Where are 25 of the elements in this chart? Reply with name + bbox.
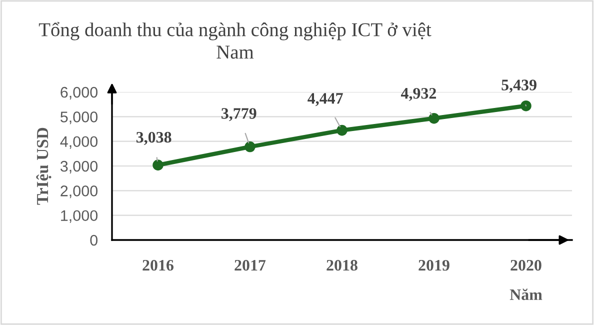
data-label: 4,932	[400, 88, 436, 102]
y-tick-label: 1,000	[61, 210, 98, 223]
data-label: 3,779	[222, 108, 256, 122]
x-axis-title: Năm	[510, 288, 542, 300]
point	[520, 100, 532, 112]
data-label: 5,439	[502, 80, 536, 93]
data-label: 4,447	[308, 93, 343, 106]
chart-title: Tổng doanh thu của ngành công nghiệp ICT ở việt Nam	[38, 22, 432, 59]
y-tick-label: 3,000	[60, 160, 98, 174]
data-label: 3,038	[136, 132, 172, 145]
y-tick-label: 0	[90, 234, 98, 246]
x-tick-label: 2016	[142, 260, 174, 271]
x-tick-label: 2017	[234, 260, 266, 271]
x-tick-label: 2020	[510, 260, 542, 271]
point	[336, 124, 348, 136]
y-tick-label: 4,000	[60, 136, 98, 149]
y-tick-label: 6,000	[60, 86, 98, 100]
y-axis-title: TrIệu USD	[36, 128, 52, 205]
y-tick-label: 2,000	[60, 186, 98, 198]
x-tick-label: 2018	[326, 260, 358, 271]
point	[428, 112, 440, 124]
point	[244, 141, 256, 152]
point	[152, 160, 164, 170]
x-tick-label: 2019	[418, 260, 450, 271]
y-tick-label: 5,000	[60, 112, 98, 124]
